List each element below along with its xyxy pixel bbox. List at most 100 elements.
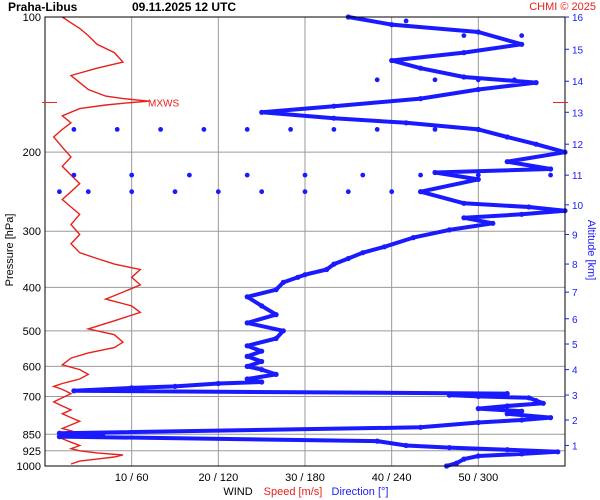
altitude-tick-label: 13 (572, 108, 584, 119)
direction-point (403, 120, 409, 126)
direction-sparse-point (215, 189, 221, 195)
direction-point (259, 303, 265, 309)
wind-tick-label: 50 / 300 (458, 472, 498, 484)
pressure-tick-label: 100 (23, 12, 41, 24)
pressure-axis-title: Pressure [hPa] (4, 214, 16, 287)
max-wind-label: MXWS (148, 98, 179, 109)
pressure-tick-label: 500 (23, 326, 41, 338)
direction-point (244, 294, 250, 300)
direction-sparse-point (360, 172, 366, 178)
direction-point (389, 22, 395, 28)
direction-point (71, 388, 77, 394)
direction-point (244, 376, 250, 382)
direction-point (504, 134, 510, 140)
altitude-tick-label: 2 (572, 416, 578, 427)
direction-point (389, 57, 395, 64)
altitude-tick-label: 8 (572, 260, 578, 271)
direction-sparse-point (418, 172, 423, 178)
direction-point (446, 392, 452, 398)
direction-sparse-point (475, 77, 481, 83)
pressure-tick-label: 1000 (17, 461, 41, 473)
direction-point (403, 442, 409, 449)
direction-sparse-point (432, 77, 438, 83)
pressure-tick-label: 300 (23, 226, 41, 238)
altitude-tick-label: 16 (572, 13, 584, 24)
direction-point (56, 430, 63, 436)
direction-point (129, 385, 135, 391)
direction-point (345, 255, 351, 262)
direction-point (519, 417, 525, 423)
altitude-tick-label: 15 (572, 45, 584, 56)
direction-point (475, 406, 481, 412)
direction-axis-label: Direction [°] (332, 486, 389, 498)
direction-sparse-point (403, 18, 409, 24)
direction-sparse-point (85, 189, 91, 195)
direction-point (360, 250, 366, 256)
direction-point (374, 438, 380, 444)
direction-point (410, 235, 416, 241)
direction-sparse-point (432, 126, 438, 132)
direction-point (331, 115, 337, 121)
direction-point (331, 103, 337, 109)
direction-point (519, 211, 525, 217)
direction-point (244, 363, 250, 369)
direction-point (259, 367, 265, 373)
direction-sparse-point (374, 77, 380, 83)
direction-point (418, 65, 424, 71)
altitude-tick-label: 7 (572, 288, 578, 299)
direction-sparse-point (172, 189, 178, 195)
direction-sparse-point (244, 126, 250, 132)
direction-sparse-point (57, 189, 62, 195)
x-axis-title: WIND (223, 486, 252, 498)
direction-sparse-point (374, 126, 380, 132)
altitude-tick-label: 4 (572, 366, 578, 377)
direction-sparse-point (244, 172, 250, 178)
direction-sparse-point (519, 33, 525, 38)
direction-sparse-point (71, 172, 77, 178)
direction-point (461, 200, 467, 206)
direction-point (533, 80, 539, 86)
altitude-tick-label: 3 (572, 391, 578, 402)
direction-point (432, 169, 438, 176)
direction-point (519, 408, 525, 414)
direction-point (526, 204, 532, 210)
altitude-tick-label: 6 (572, 315, 578, 326)
direction-point (526, 395, 532, 401)
direction-point (280, 279, 286, 285)
direction-sparse-point (475, 172, 481, 178)
direction-sparse-point (71, 126, 77, 132)
direction-point (244, 320, 250, 326)
direction-point (446, 227, 452, 233)
direction-sparse-point (418, 189, 423, 195)
direction-point (273, 371, 279, 377)
direction-sparse-point (302, 189, 308, 195)
direction-sparse-point (331, 126, 337, 132)
direction-point (475, 393, 481, 399)
direction-sparse-point (158, 126, 164, 132)
direction-sparse-point (288, 126, 293, 132)
direction-point (273, 335, 279, 342)
credit-label: CHMI © 2025 (529, 1, 596, 13)
direction-point (519, 451, 525, 457)
wind-tick-label: 30 / 180 (285, 472, 325, 484)
altitude-tick-label: 9 (572, 230, 578, 241)
altitude-axis-title: Altitude [km] (585, 220, 597, 281)
speed-axis-label: Speed [m/s] (264, 486, 323, 498)
altitude-tick-label: 11 (572, 171, 583, 182)
direction-sparse-point (548, 172, 553, 178)
direction-point (259, 109, 265, 115)
direction-sparse-point (345, 189, 351, 195)
direction-point (504, 411, 510, 417)
direction-point (475, 453, 481, 459)
direction-point (461, 50, 467, 56)
direction-point (504, 447, 510, 453)
altitude-tick-label: 14 (572, 77, 584, 88)
pressure-tick-label: 925 (23, 446, 41, 458)
direction-sparse-point (114, 126, 120, 132)
direction-point (418, 96, 424, 102)
direction-point (475, 176, 481, 182)
altitude-tick-label: 12 (572, 140, 584, 151)
direction-point (504, 403, 510, 409)
